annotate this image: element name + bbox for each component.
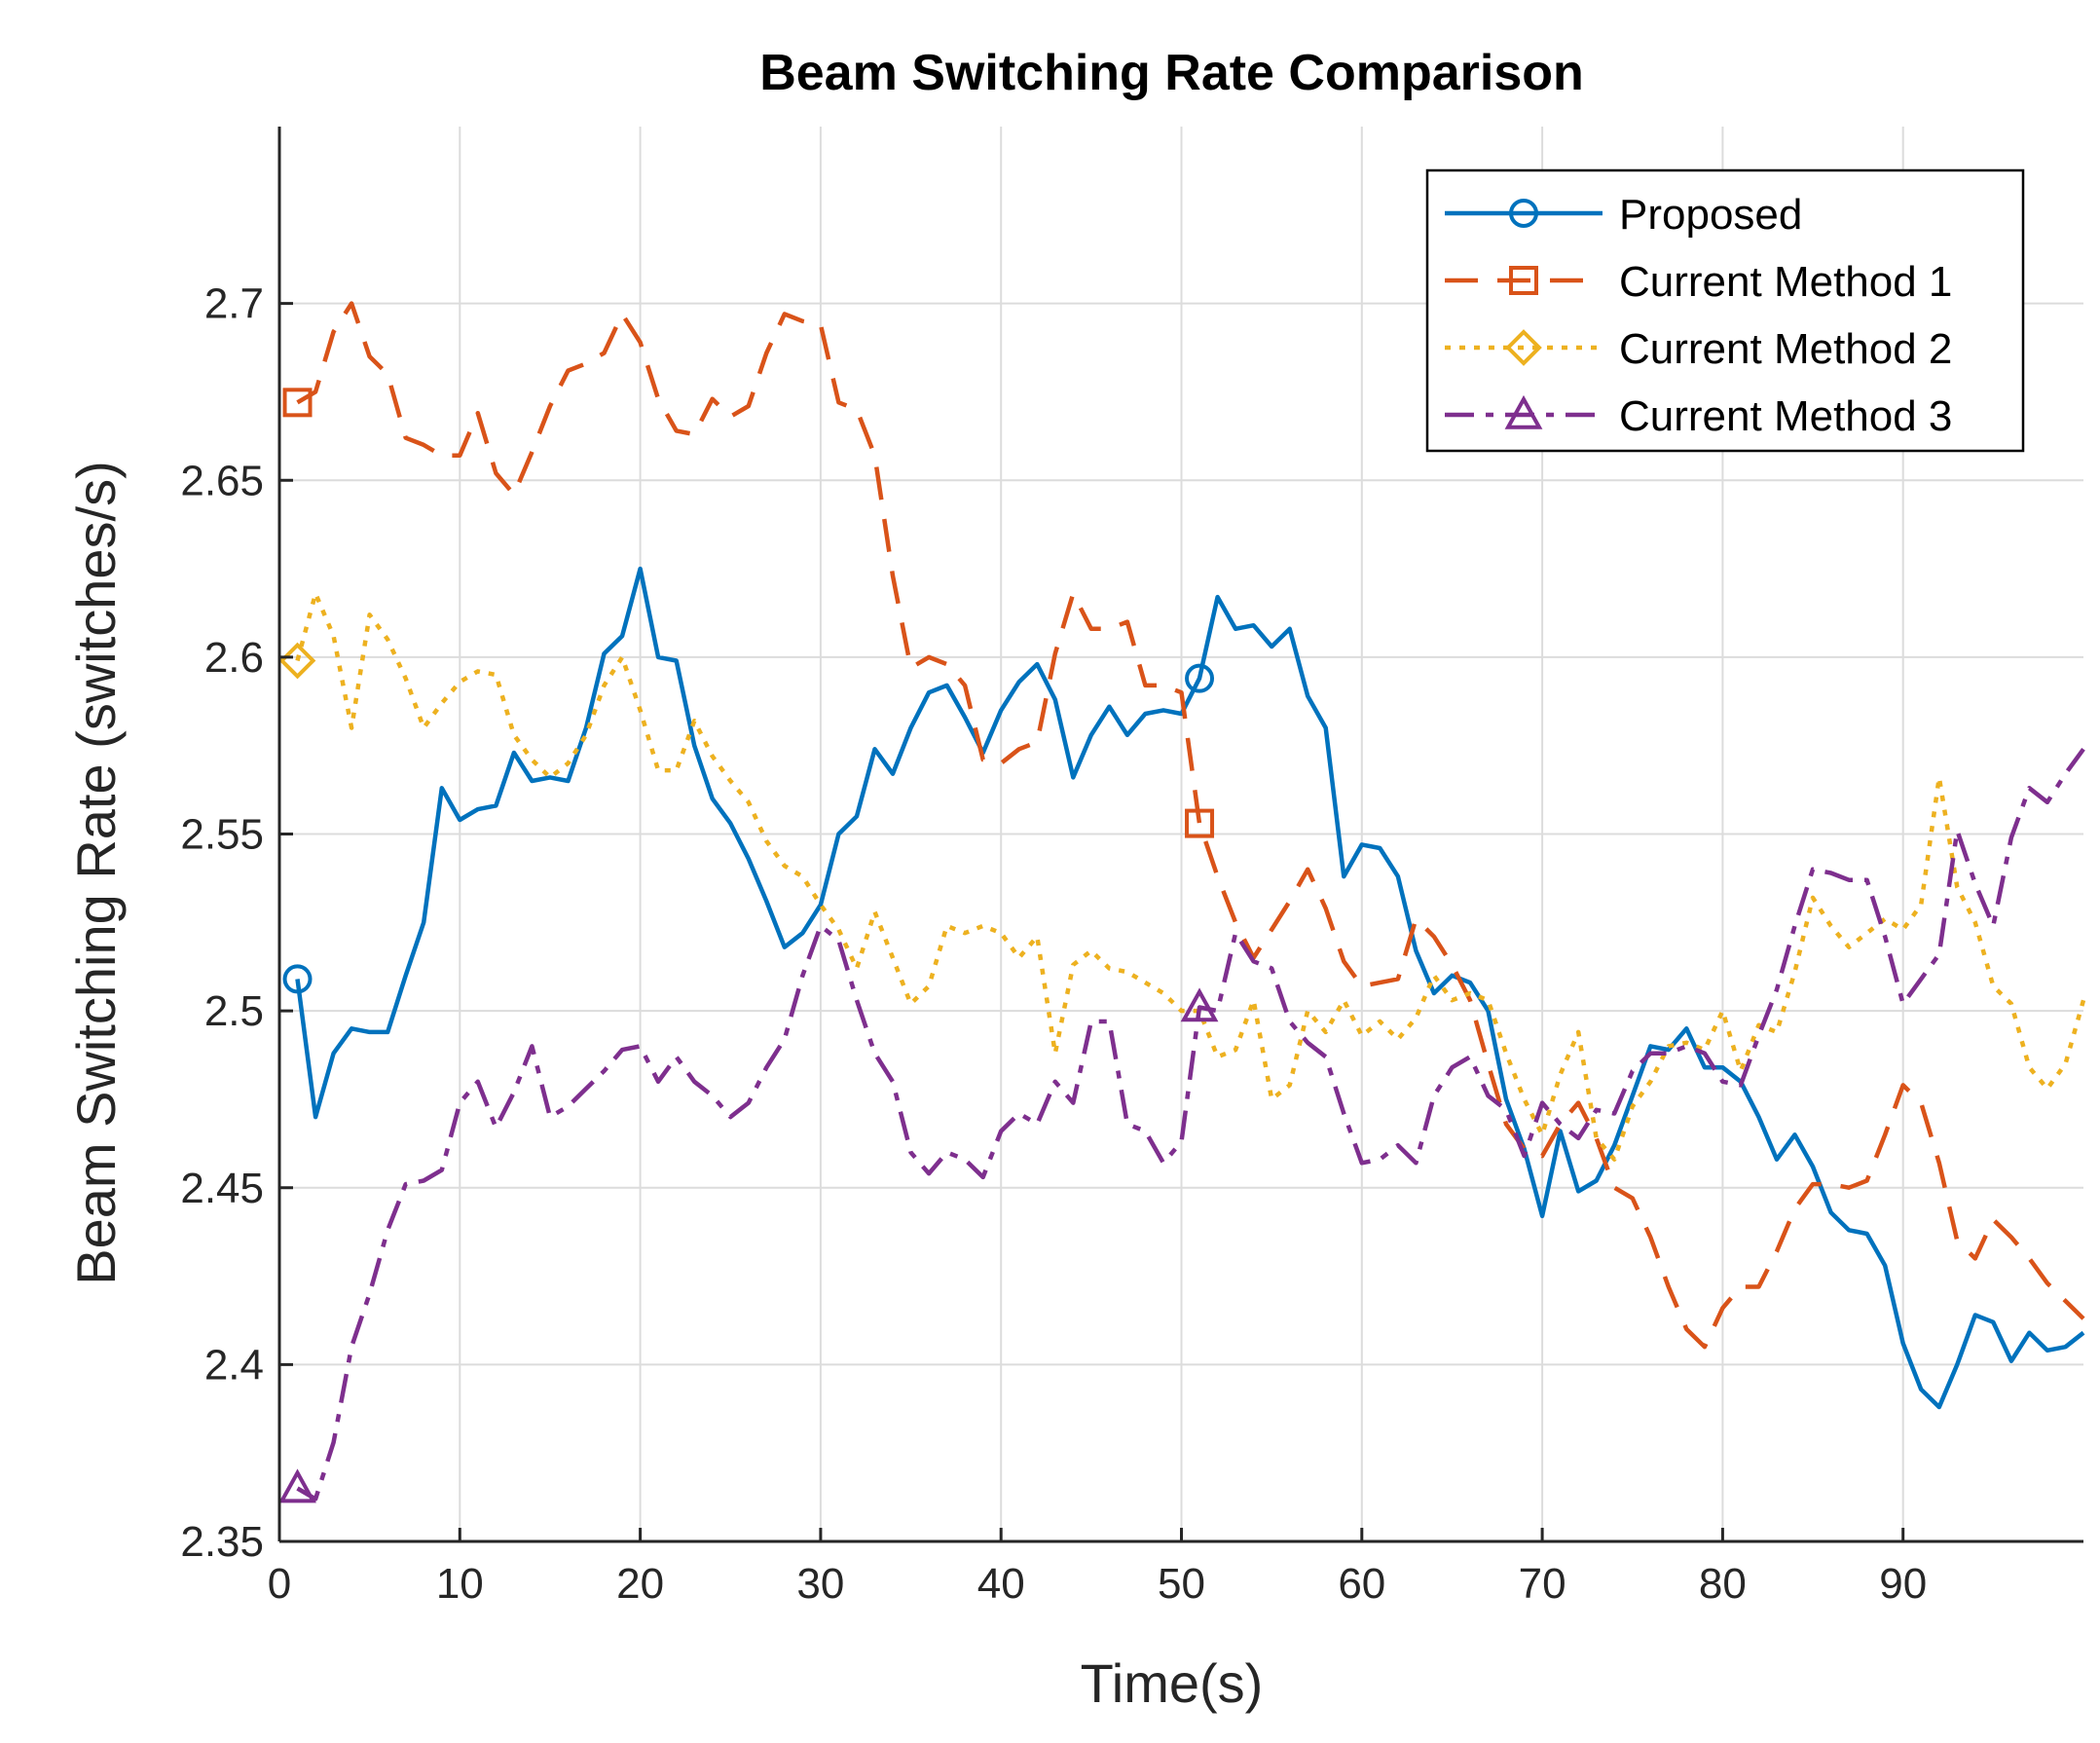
legend-marker-current-method-3 [1504, 394, 1543, 429]
x-tick-label: 70 [1519, 1560, 1566, 1608]
y-tick-label: 2.5 [204, 987, 264, 1035]
y-tick-label: 2.7 [204, 280, 264, 328]
legend: Proposed Current Method 1 Current Method 2… [1425, 168, 2025, 453]
series-marker-current-method-2 [278, 642, 316, 680]
x-tick-label: 40 [977, 1560, 1025, 1608]
series-line-proposed [295, 566, 2085, 1410]
y-tick-label: 2.4 [204, 1341, 264, 1389]
series-layer [278, 301, 2086, 1503]
legend-item-current-method-1: Current Method 1 [1445, 258, 1952, 306]
series-marker-current-method-3 [1180, 987, 1219, 1022]
legend-item-current-method-2: Current Method 2 [1445, 325, 1952, 373]
x-tick-label: 10 [436, 1560, 484, 1608]
y-tick-label: 2.65 [180, 457, 264, 504]
series-proposed [282, 566, 2085, 1410]
legend-label-current-method-3: Current Method 3 [1619, 392, 1952, 440]
chart-title: Beam Switching Rate Comparison [759, 45, 1584, 101]
series-line-current-method-2 [295, 591, 2086, 1162]
x-tick-label: 60 [1338, 1560, 1385, 1608]
series-line-current-method-3 [296, 747, 2085, 1502]
y-tick-label: 2.35 [180, 1518, 264, 1566]
legend-label-proposed: Proposed [1619, 191, 1802, 239]
series-line-current-method-1 [296, 301, 2085, 1350]
legend-item-current-method-3: Current Method 3 [1445, 392, 1952, 440]
x-tick-label: 20 [616, 1560, 664, 1608]
series-current-method-2 [278, 591, 2086, 1162]
legend-marker-current-method-2 [1505, 329, 1542, 366]
x-axis-label: Time(s) [1081, 1652, 1264, 1714]
legend-marker-proposed [1509, 199, 1538, 228]
x-tick-label: 30 [796, 1560, 844, 1608]
x-tick-label: 80 [1699, 1560, 1747, 1608]
series-current-method-3 [278, 747, 2085, 1503]
x-tick-label: 50 [1158, 1560, 1205, 1608]
series-marker-current-method-1 [1185, 808, 1215, 838]
series-marker-proposed [282, 964, 313, 994]
y-tick-label: 2.45 [180, 1165, 264, 1212]
legend-item-proposed: Proposed [1445, 191, 1802, 239]
series-marker-current-method-3 [278, 1468, 316, 1503]
y-axis-label: Beam Switching Rate (switches/s) [65, 461, 127, 1285]
y-tick-label: 2.55 [180, 811, 264, 859]
legend-label-current-method-1: Current Method 1 [1619, 258, 1952, 306]
legend-items: Proposed Current Method 1 Current Method 2… [1445, 191, 1952, 440]
legend-label-current-method-2: Current Method 2 [1619, 325, 1952, 373]
x-tick-label: 90 [1879, 1560, 1927, 1608]
y-tick-label: 2.6 [204, 634, 264, 682]
series-current-method-1 [282, 301, 2085, 1350]
series-marker-current-method-1 [282, 388, 313, 418]
series-marker-proposed [1185, 663, 1215, 693]
ticks-layer: 0 10 20 30 40 50 60 70 80 90 2.35 2.4 2.45 2.5 2.55 2.6… [180, 280, 1927, 1608]
legend-marker-current-method-1 [1509, 266, 1538, 295]
x-tick-label: 0 [268, 1560, 291, 1608]
